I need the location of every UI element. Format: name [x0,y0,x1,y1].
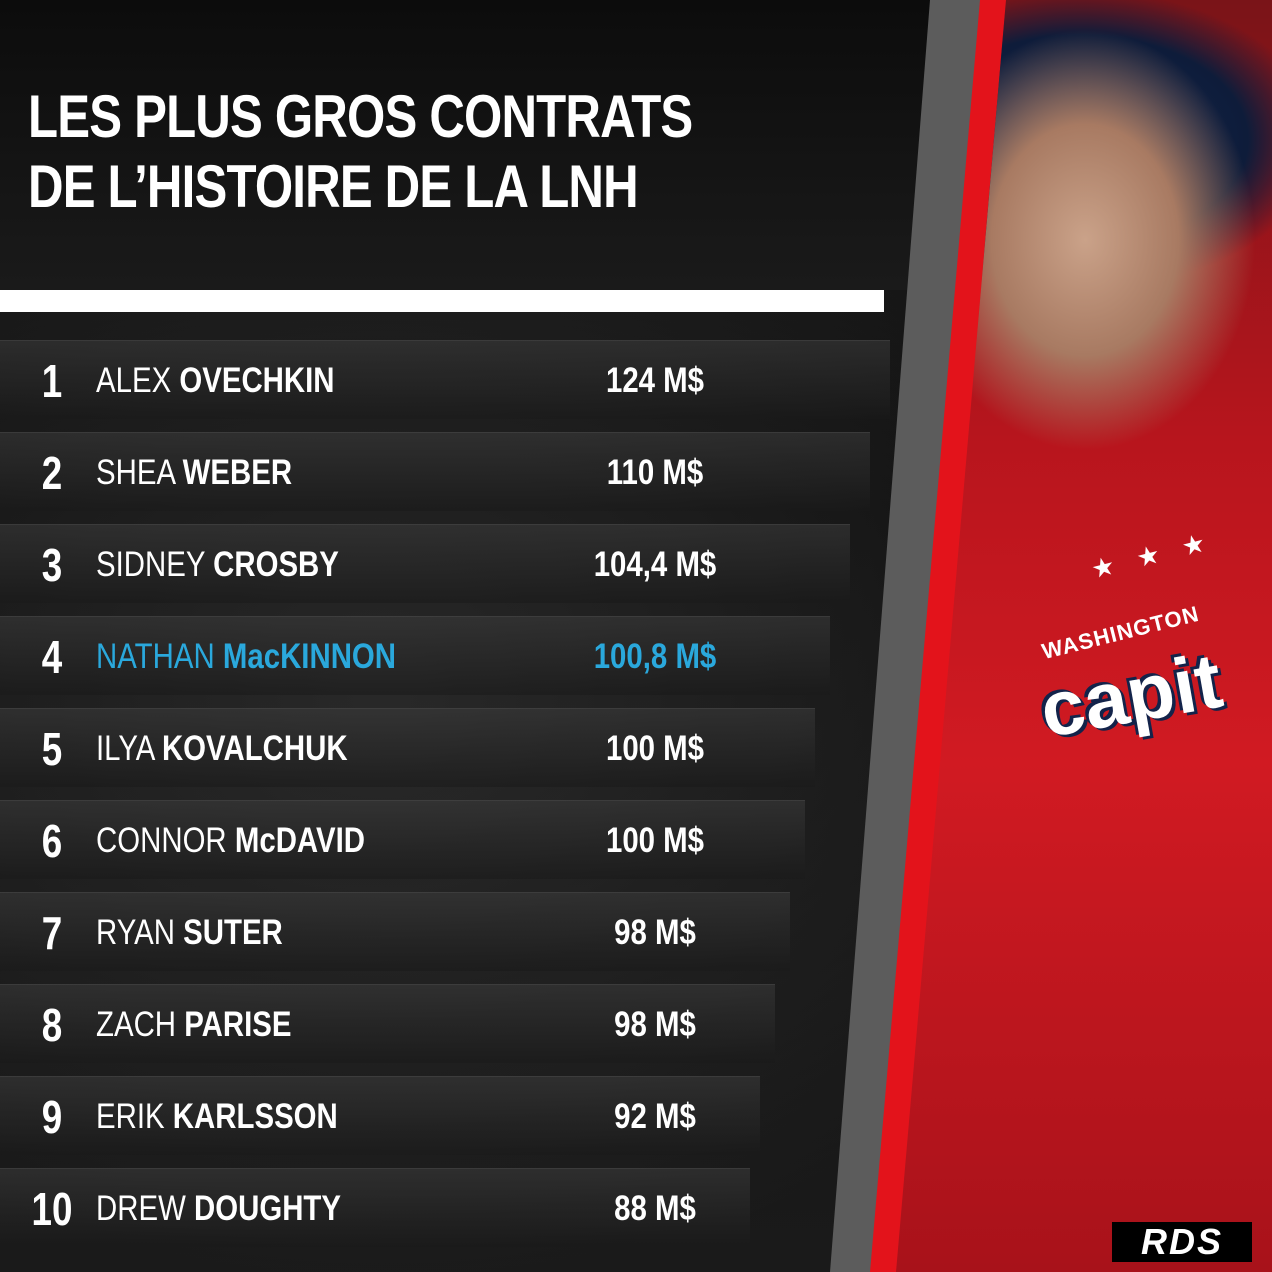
page-title: LES PLUS GROS CONTRATS DE L’HISTOIRE DE … [28,82,693,222]
player-last-name: KARLSSON [172,1097,338,1136]
player-last-name: KOVALCHUK [161,729,348,768]
rank-number: 2 [41,447,63,499]
rank-number: 8 [41,999,63,1051]
player-first-name: DREW [96,1189,186,1228]
header-panel: LES PLUS GROS CONTRATS DE L’HISTOIRE DE … [0,0,930,290]
list-item: 8 ZACH PARISE 98 M$ [0,984,775,1063]
rank-number: 3 [41,539,63,591]
list-item: 10 DREW DOUGHTY 88 M$ [0,1168,750,1247]
player-last-name: OVECHKIN [179,361,335,400]
player-last-name: DOUGHTY [194,1189,342,1228]
contract-amount: 100,8 M$ [593,637,717,676]
list-item: 3 SIDNEY CROSBY 104,4 M$ [0,524,850,603]
player-name: NATHAN MacKINNON [96,635,396,679]
contract-amount: 124 M$ [605,361,705,400]
player-name: SIDNEY CROSBY [96,543,339,587]
contract-amount: 100 M$ [605,729,705,768]
contract-amount: 98 M$ [614,1005,696,1044]
player-first-name: RYAN [96,913,175,952]
player-name: DREW DOUGHTY [96,1187,341,1231]
jersey-stars: ★ ★ ★ [1088,525,1217,585]
list-item: 4 NATHAN MacKINNON 100,8 M$ [0,616,830,695]
title-line-1: LES PLUS GROS CONTRATS [28,83,693,150]
player-last-name: CROSBY [213,545,339,584]
player-name: CONNOR McDAVID [96,819,365,863]
player-name: ALEX OVECHKIN [96,359,335,403]
player-first-name: SHEA [96,453,175,492]
player-first-name: ALEX [96,361,172,400]
list-item: 2 SHEA WEBER 110 M$ [0,432,870,511]
list-item: 6 CONNOR McDAVID 100 M$ [0,800,805,879]
player-first-name: ERIK [96,1097,165,1136]
list-item: 7 RYAN SUTER 98 M$ [0,892,790,971]
rank-number: 1 [41,355,63,407]
player-first-name: NATHAN [96,637,215,676]
player-name: RYAN SUTER [96,911,283,955]
contract-amount: 100 M$ [605,821,705,860]
player-first-name: ILYA [96,729,154,768]
player-photo-panel: ★ ★ ★ WASHINGTON capit [830,0,1272,1272]
rank-number: 5 [41,723,63,775]
player-name: SHEA WEBER [96,451,292,495]
contract-amount: 88 M$ [614,1189,696,1228]
contract-amount: 98 M$ [614,913,696,952]
player-first-name: CONNOR [96,821,227,860]
player-last-name: McDAVID [234,821,365,860]
rank-number: 10 [31,1183,73,1235]
rank-number: 4 [41,631,63,683]
player-name: ILYA KOVALCHUK [96,727,348,771]
player-first-name: SIDNEY [96,545,205,584]
rank-number: 9 [41,1091,63,1143]
title-line-2: DE L’HISTOIRE DE LA LNH [28,153,639,220]
contract-amount: 92 M$ [614,1097,696,1136]
contract-amount: 110 M$ [606,453,704,492]
contract-amount: 104,4 M$ [593,545,717,584]
list-item: 5 ILYA KOVALCHUK 100 M$ [0,708,815,787]
list-item: 9 ERIK KARLSSON 92 M$ [0,1076,760,1155]
player-name: ZACH PARISE [96,1003,291,1047]
player-last-name: WEBER [182,453,293,492]
rank-number: 6 [41,815,63,867]
player-name: ERIK KARLSSON [96,1095,338,1139]
player-last-name: MacKINNON [222,637,397,676]
player-last-name: PARISE [184,1005,292,1044]
player-first-name: ZACH [96,1005,177,1044]
list-item: 1 ALEX OVECHKIN 124 M$ [0,340,890,419]
player-last-name: SUTER [183,913,283,952]
divider-bar [0,290,884,312]
rds-logo: RDS [1112,1222,1252,1262]
rank-number: 7 [41,907,63,959]
